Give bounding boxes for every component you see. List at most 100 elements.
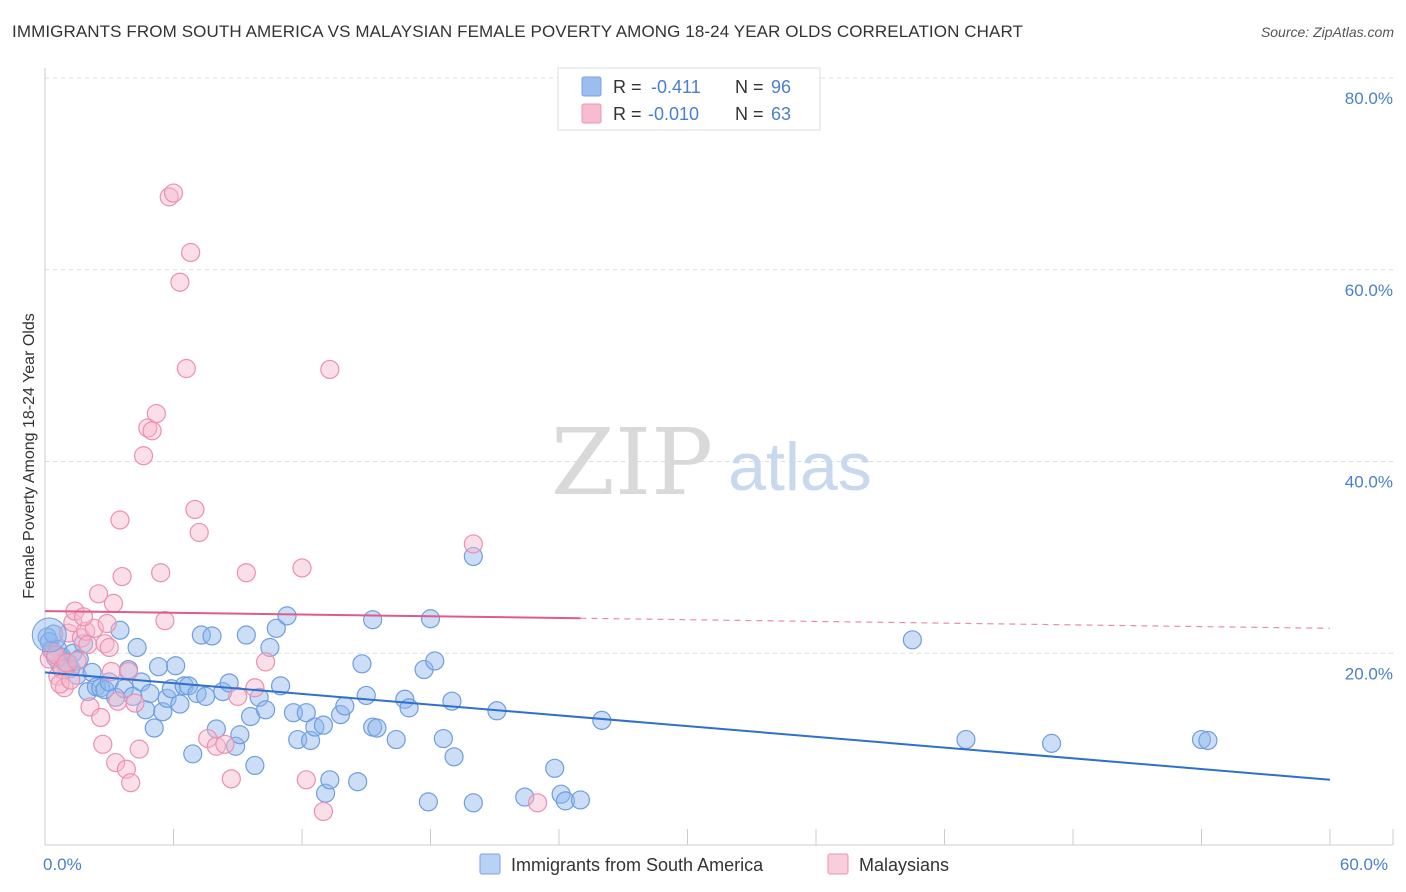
y-axis-label: Female Poverty Among 18-24 Year Olds <box>21 313 38 599</box>
legend: R = -0.411 N = 96 R = -0.010 N = 63 <box>557 67 821 131</box>
data-point <box>363 610 383 630</box>
data-point <box>183 744 203 764</box>
trend-lines <box>44 610 1331 781</box>
data-point <box>463 534 483 554</box>
data-point <box>296 703 316 723</box>
data-point <box>97 613 117 634</box>
legend-n-value-2: 63 <box>771 104 791 124</box>
data-point <box>196 686 216 706</box>
data-point <box>189 522 209 543</box>
data-point <box>50 674 70 694</box>
legend-swatch-blue <box>581 76 602 97</box>
data-point <box>463 793 483 813</box>
data-point <box>367 718 387 738</box>
data-point <box>146 403 166 424</box>
legend-frame <box>557 67 821 131</box>
data-point <box>313 715 334 735</box>
data-point <box>170 272 190 292</box>
data-point <box>292 558 312 578</box>
data-point <box>181 242 201 263</box>
data-point <box>527 793 548 813</box>
bottom-legend: Immigrants from South America Malaysians <box>479 853 949 875</box>
trend-line-immigrants <box>44 671 1331 781</box>
bottom-legend-swatch-malaysians <box>827 853 849 875</box>
data-point <box>352 654 372 674</box>
data-point <box>320 770 340 790</box>
data-point <box>170 694 190 714</box>
legend-n-label-1: N = <box>735 77 764 97</box>
data-point <box>127 637 147 658</box>
data-point <box>185 499 205 520</box>
data-point <box>386 729 406 750</box>
data-point <box>112 566 132 587</box>
data-point <box>118 661 139 682</box>
y-tick-label-40: 40.0% <box>1345 473 1393 492</box>
data-point <box>191 625 211 645</box>
data-point <box>155 611 175 631</box>
data-point <box>249 687 269 707</box>
data-point <box>266 618 286 638</box>
data-point-cluster <box>31 617 67 653</box>
data-point <box>88 584 109 604</box>
data-point <box>320 359 340 380</box>
data-point <box>176 358 196 379</box>
legend-r-value-1: -0.411 <box>651 77 701 97</box>
data-point <box>1198 730 1218 751</box>
y-tick-label-60: 60.0% <box>1345 281 1393 300</box>
data-point <box>270 676 291 696</box>
data-point <box>78 635 98 655</box>
data-point <box>108 691 128 711</box>
bottom-legend-label-immigrants: Immigrants from South America <box>511 855 764 875</box>
y-tick-label-20: 20.0% <box>1345 664 1393 683</box>
data-point <box>418 792 438 812</box>
data-point <box>545 758 565 778</box>
data-point <box>163 183 184 203</box>
data-point <box>148 657 169 677</box>
data-point <box>433 728 453 749</box>
data-point <box>151 563 171 583</box>
data-point <box>230 725 250 745</box>
legend-n-value-1: 96 <box>771 77 791 97</box>
data-point <box>356 685 376 706</box>
y-tick-label-80: 80.0% <box>1345 89 1393 108</box>
data-point <box>91 707 111 728</box>
series-malaysians <box>39 183 548 822</box>
bottom-legend-swatch-immigrants <box>479 853 501 875</box>
legend-r-value-2: -0.010 <box>648 104 699 124</box>
legend-swatch-pink <box>581 103 602 124</box>
data-point <box>221 769 241 789</box>
data-point <box>245 678 265 698</box>
x-tick-label-0: 0.0% <box>43 855 82 874</box>
data-point <box>330 705 351 725</box>
x-tick-label-60: 60.0% <box>1340 855 1388 874</box>
data-point <box>245 755 265 776</box>
watermark: ZIP atlas <box>551 409 872 516</box>
data-point <box>144 718 164 738</box>
data-point <box>46 645 66 665</box>
data-point <box>103 593 124 613</box>
data-point <box>956 729 976 750</box>
data-point <box>255 652 276 672</box>
data-point <box>570 790 591 810</box>
data-point <box>43 642 64 662</box>
data-point <box>348 772 368 792</box>
data-point <box>313 801 334 822</box>
data-point <box>58 623 79 643</box>
source-label: Source: ZipAtlas.com <box>1260 24 1394 40</box>
data-point <box>236 625 256 645</box>
data-point <box>236 563 256 583</box>
series-immigrants <box>37 546 1218 813</box>
bottom-legend-label-malaysians: Malaysians <box>859 855 949 875</box>
legend-n-label-2: N = <box>735 104 764 124</box>
legend-r-label-1: R = <box>613 77 642 97</box>
data-point <box>110 510 130 530</box>
data-point <box>215 734 235 754</box>
data-point <box>133 446 154 466</box>
data-point <box>277 606 297 626</box>
data-point <box>1191 729 1212 750</box>
data-point <box>142 421 162 441</box>
data-point <box>444 747 464 767</box>
data-point <box>296 770 316 790</box>
data-point <box>99 637 119 658</box>
